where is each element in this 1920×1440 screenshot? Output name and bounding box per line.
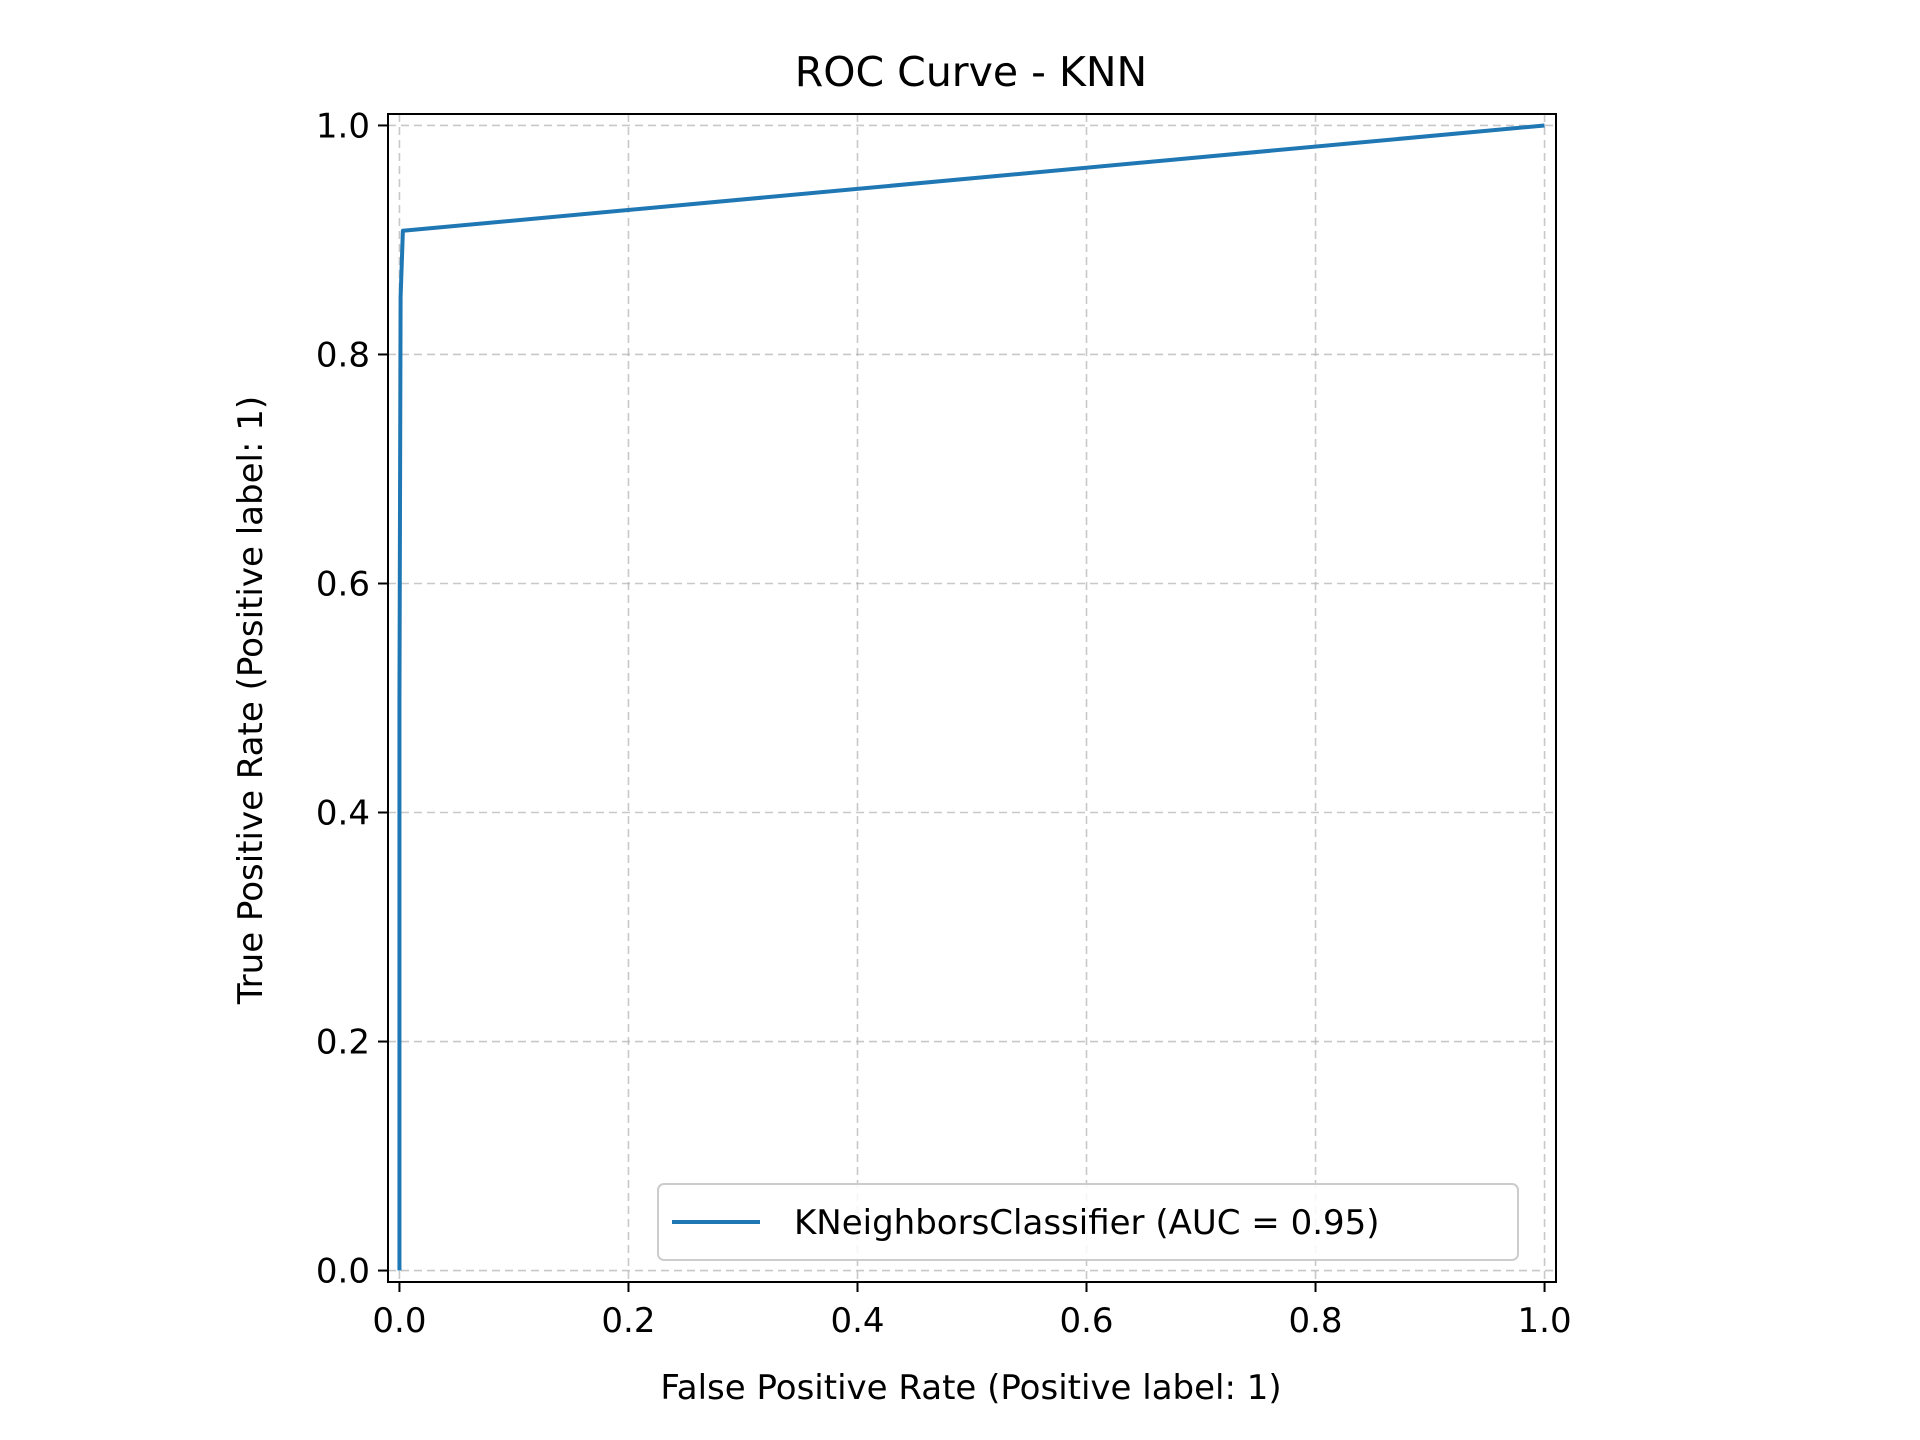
x-gridlines	[398, 114, 1546, 1282]
y-tick-label: 0.2	[316, 1023, 370, 1063]
x-axis-ticks: 0.0 0.2 0.4 0.6 0.8 1.0	[372, 1282, 1572, 1341]
x-axis-label: False Positive Rate (Positive label: 1)	[660, 1368, 1281, 1408]
x-tick-label: 1.0	[1518, 1301, 1572, 1341]
legend-label: KNeighborsClassifier (AUC = 0.95)	[794, 1203, 1380, 1243]
legend: KNeighborsClassifier (AUC = 0.95)	[657, 1183, 1519, 1261]
x-tick-label: 0.2	[601, 1301, 655, 1341]
x-tick-label: 0.6	[1059, 1301, 1113, 1341]
x-tick-label: 0.4	[830, 1301, 884, 1341]
y-tick-label: 0.0	[316, 1252, 370, 1292]
roc-curve-line	[397, 123, 1545, 1271]
y-tick-label: 0.4	[316, 794, 370, 834]
y-gridlines	[388, 124, 1556, 1272]
legend-box	[657, 1183, 1519, 1261]
series-layer	[397, 123, 1545, 1271]
x-tick-label: 0.8	[1288, 1301, 1342, 1341]
y-axis-ticks: 0.0 0.2 0.4 0.6 0.8 1.0	[316, 106, 388, 1292]
y-tick-label: 1.0	[316, 106, 370, 146]
chart-title: ROC Curve - KNN	[795, 48, 1147, 96]
y-axis-label: True Positive Rate (Positive label: 1)	[231, 396, 271, 1005]
x-tick-label: 0.0	[372, 1301, 426, 1341]
plot-frame	[387, 113, 1557, 1283]
y-tick-label: 0.6	[316, 564, 370, 604]
y-tick-label: 0.8	[316, 335, 370, 375]
